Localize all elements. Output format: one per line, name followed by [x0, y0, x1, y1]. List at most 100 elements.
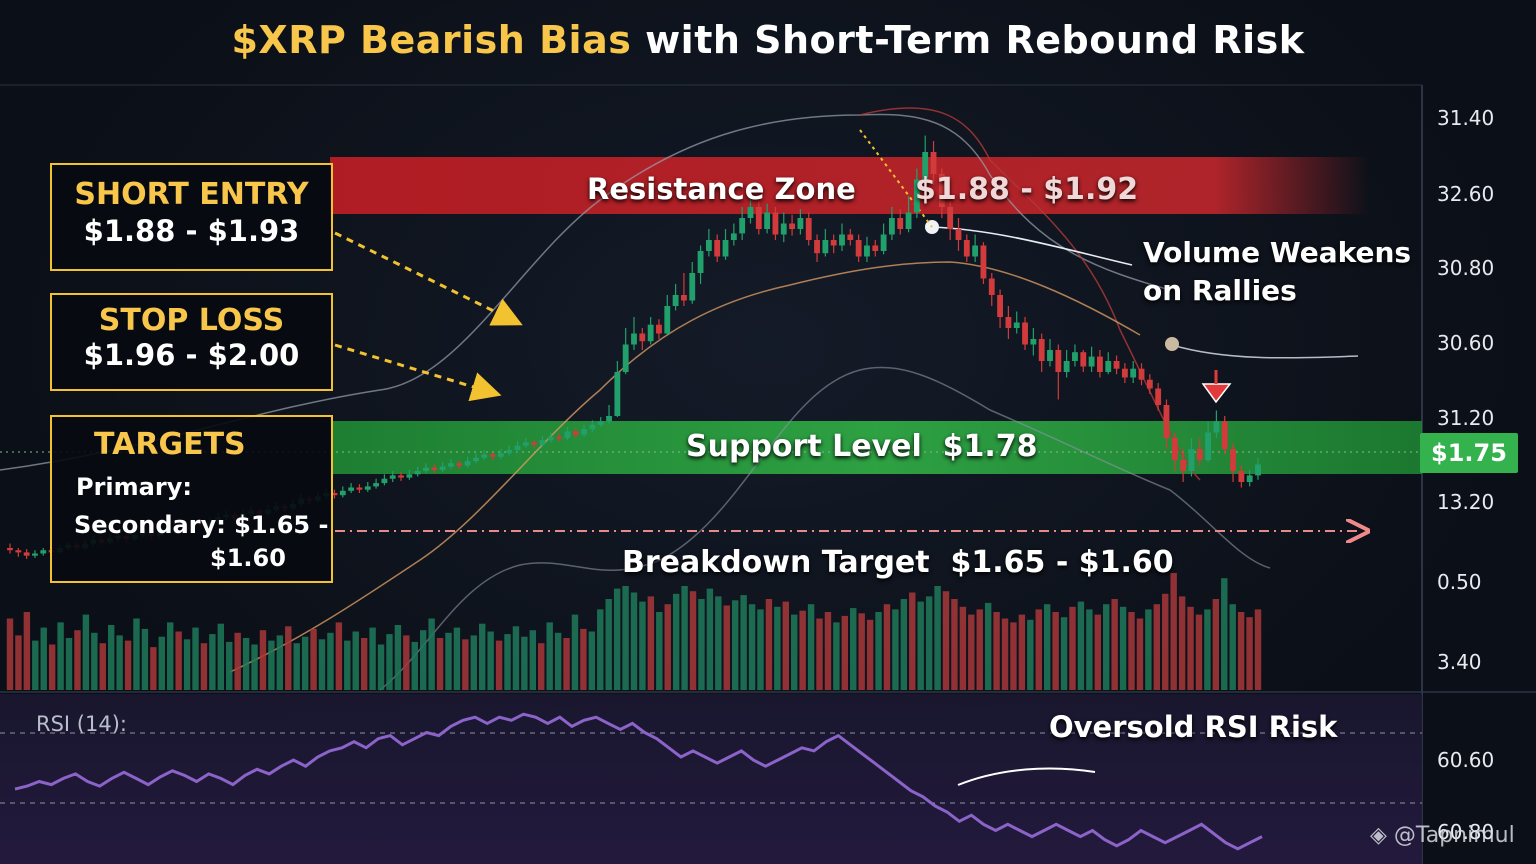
resistance-zone [330, 157, 1370, 214]
candle-body [539, 440, 546, 445]
volume-bar [1246, 617, 1253, 690]
volume-bar [765, 599, 773, 690]
candle-body [7, 548, 13, 551]
candle-body [1113, 361, 1120, 369]
volume-bar [1111, 599, 1118, 690]
volume-bar [242, 638, 250, 690]
candle-body [331, 493, 338, 496]
price-tick-label: 3.40 [1437, 650, 1482, 674]
volume-bar [377, 644, 385, 690]
candle-body [1130, 368, 1137, 378]
candle-body [656, 324, 662, 334]
volume-bar [993, 612, 1000, 690]
candle-body [730, 233, 737, 240]
candle-body [930, 152, 937, 174]
candle-body [356, 487, 363, 490]
candle-body [664, 306, 671, 334]
volume-bar [107, 625, 115, 690]
title-rest: with Short-Term Rebound Risk [645, 18, 1305, 62]
stop-loss-value: $1.96 - $2.00 [83, 338, 300, 372]
volume-bar [942, 591, 950, 690]
watermark-text: @Tapnimul [1393, 823, 1515, 848]
candle-body [606, 416, 612, 422]
candle-body [1246, 475, 1253, 482]
volume-bar [419, 630, 427, 690]
volume-bar [1010, 622, 1017, 690]
volume-pointer-line [931, 226, 1133, 266]
candle-body [1097, 356, 1103, 372]
volume-bar [48, 644, 56, 690]
volume-bar [1204, 609, 1211, 690]
candle-body [531, 442, 538, 445]
candle-body [864, 245, 870, 257]
short-entry-value: $1.88 - $1.93 [83, 214, 300, 248]
candle-body [364, 486, 371, 490]
resistance-range: $1.88 - $1.92 [915, 172, 1139, 207]
volume-bar [116, 635, 123, 690]
price-tick-label: 31.40 [1437, 106, 1495, 130]
rsi-tick-label: 60.60 [1437, 748, 1495, 772]
candle-body [589, 424, 596, 430]
price-tick-label: 30.60 [1437, 331, 1495, 355]
candle-body [722, 240, 729, 257]
candle-body [980, 245, 987, 279]
volume-bar [1221, 578, 1228, 690]
candle-body [1047, 350, 1053, 361]
candle-body [672, 295, 679, 306]
candle-body [780, 223, 787, 235]
volume-bar [959, 606, 967, 690]
resistance-pointer [859, 129, 933, 228]
candle-body [938, 174, 945, 207]
stop-arrow [334, 343, 502, 402]
price-tick-label: 30.80 [1437, 256, 1495, 280]
volume-bar [74, 630, 81, 690]
volume-bar [1077, 601, 1085, 690]
candle-body [398, 475, 404, 478]
volume-bar [900, 599, 908, 690]
volume-bar [268, 640, 275, 690]
volume-bar [571, 614, 579, 690]
candle-body [581, 429, 587, 435]
volume-bar [1153, 604, 1161, 690]
volume-bar [875, 612, 882, 690]
volume-bar [158, 636, 165, 690]
watermark: ◈ @Tapnimul [1370, 823, 1515, 848]
volume-bar [150, 647, 157, 690]
volume-bar [866, 619, 874, 690]
candle-body [814, 240, 820, 254]
volume-bar [529, 630, 537, 690]
volume-bar [664, 604, 671, 690]
candle-body [406, 474, 413, 478]
rsi-tick-label: 60.80 [1437, 820, 1495, 844]
rsi-note: Oversold RSI Risk [1049, 710, 1338, 744]
volume-bar [352, 631, 359, 690]
candle-body [855, 240, 862, 257]
candle-body [847, 234, 854, 240]
volume-bar [521, 636, 528, 690]
candle-body [23, 552, 30, 556]
short-entry-box: SHORT ENTRY $1.88 - $1.93 [50, 163, 333, 271]
candle-body [1080, 352, 1087, 367]
volume-bar [411, 641, 418, 690]
candle-body [1221, 421, 1228, 449]
candle-body [889, 218, 895, 235]
volume-bar [647, 596, 655, 690]
volume-bar [1136, 618, 1144, 690]
targets-secondary: Secondary: $1.65 - [74, 511, 329, 539]
candle-body [439, 466, 446, 470]
volume-bar [344, 640, 351, 690]
volume-bar [436, 638, 444, 690]
volume-bar [723, 605, 730, 690]
candle-body [1171, 438, 1178, 460]
volume-bar [588, 631, 596, 690]
volume-bar [1162, 593, 1169, 690]
candle-body [1013, 322, 1020, 328]
candle-body [572, 431, 579, 435]
candle-body [972, 245, 979, 257]
volume-bar [968, 614, 975, 690]
volume-bar [386, 634, 393, 690]
volume-bar [200, 643, 208, 690]
volume-bar [1195, 614, 1203, 690]
